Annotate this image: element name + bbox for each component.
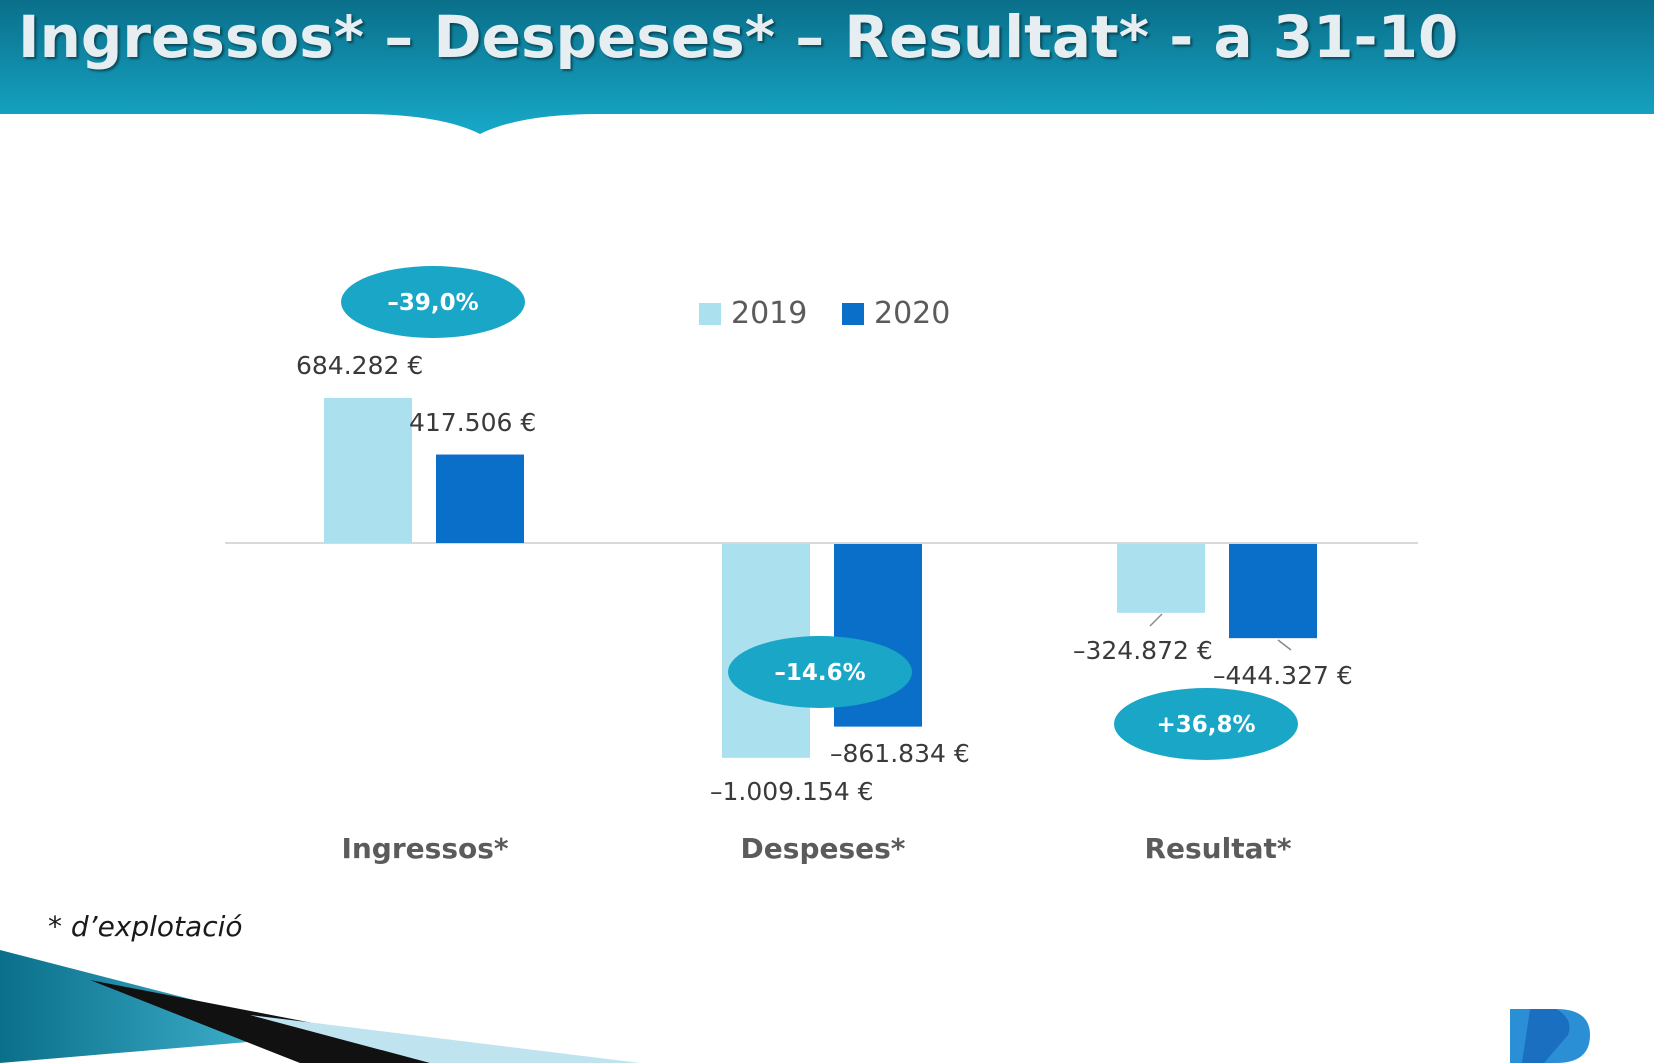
data-label-2020-0: 417.506 € [409,408,536,437]
category-label-2: Resultat* [1144,832,1291,865]
bar-2019-0 [324,398,412,543]
category-label-1: Despeses* [741,832,906,865]
data-label-2019-0: 684.282 € [296,351,423,380]
bar-2020-0 [436,454,524,543]
footnote: * d’explotació [48,910,243,943]
change-badge-label-1: –14.6% [774,660,865,686]
change-badge-label-2: +36,8% [1156,712,1255,738]
data-label-2019-2: –324.872 € [1073,636,1213,665]
legend-label-2020: 2020 [874,296,950,331]
legend-swatch-2020 [842,303,864,325]
logo-mark [1510,1009,1590,1063]
slide-title: Ingressos* – Despeses* – Resultat* - a 3… [18,3,1459,71]
header-band [0,0,1654,134]
change-badge-0 [341,266,525,338]
change-badge-label-0: –39,0% [387,290,478,316]
data-label-2020-2: –444.327 € [1213,661,1353,690]
chart: 684.282 € –1.009.154 € –324.872 € 417.506 €… [225,266,1418,865]
leader-line-2020 [1277,639,1292,651]
legend-swatch-2019 [699,303,721,325]
leader-line-2019 [1149,613,1163,627]
category-label-0: Ingressos* [341,832,508,865]
bar-2019-2 [1117,544,1205,613]
bar-2020-2 [1229,544,1317,639]
change-badge-2 [1114,688,1298,760]
bottom-decoration [0,950,640,1063]
data-label-2019-1: –1.009.154 € [710,777,874,806]
change-badge-1 [728,636,912,708]
legend-label-2019: 2019 [731,296,807,331]
data-label-2020-1: –861.834 € [830,739,970,768]
